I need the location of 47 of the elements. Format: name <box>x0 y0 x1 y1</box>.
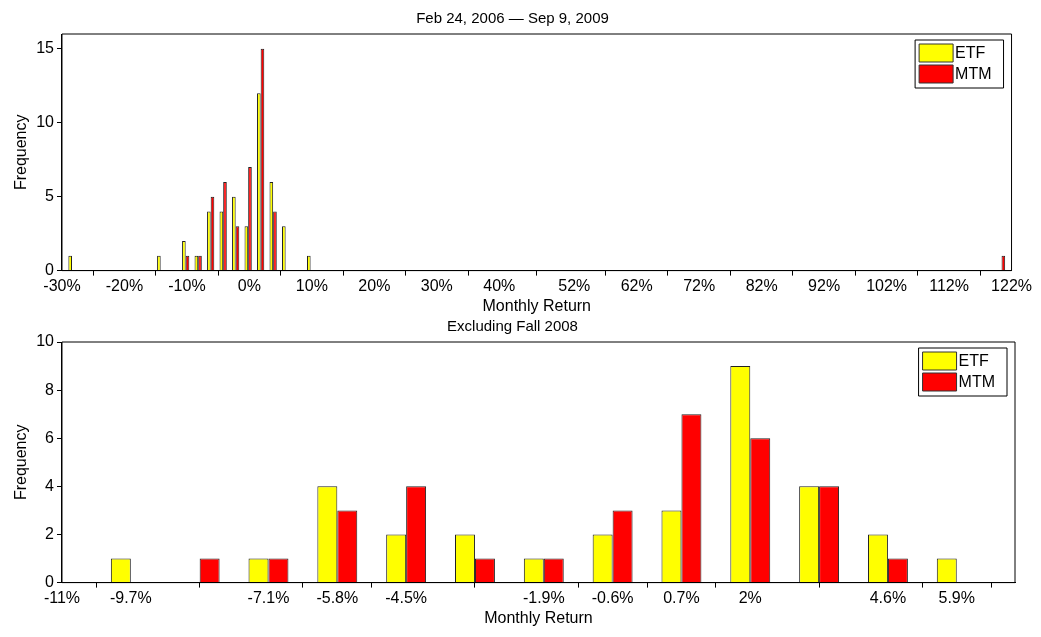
legend-label: ETF <box>958 351 990 369</box>
x-tick-label: 72% <box>683 276 716 294</box>
legend-label: MTM <box>958 372 996 390</box>
y-axis-title: Frequency <box>12 114 30 191</box>
x-tick-label: -4.5% <box>385 588 428 606</box>
y-tick-label: 15 <box>36 39 55 57</box>
y-tick-label: 10 <box>36 332 55 350</box>
legend-label: MTM <box>955 64 992 82</box>
x-tick-label: -0.6% <box>591 588 634 606</box>
x-tick-label: -5.8% <box>316 588 359 606</box>
x-tick-label: 82% <box>745 276 778 294</box>
x-tick-label: 112% <box>929 276 969 294</box>
x-tick-label: -30% <box>43 276 81 294</box>
x-tick-label: -9.7% <box>109 588 152 606</box>
chart-title: Excluding Fall 2008 <box>447 317 578 335</box>
x-tick-label: 52% <box>558 276 591 294</box>
x-tick-label: 62% <box>620 276 653 294</box>
x-tick-label: 10% <box>295 276 328 294</box>
y-tick-label: 6 <box>45 428 55 446</box>
x-tick-label: -10% <box>168 276 206 294</box>
chart-title: Feb 24, 2006 — Sep 9, 2009 <box>416 9 609 27</box>
y-axis-title: Frequency <box>12 424 30 501</box>
y-tick-label: 2 <box>45 524 55 542</box>
y-tick-label: 0 <box>45 573 55 591</box>
y-tick-label: 10 <box>36 113 55 131</box>
x-tick-label: 2% <box>738 588 762 606</box>
x-tick-label: 0.7% <box>663 588 700 606</box>
x-tick-label: 40% <box>483 276 516 294</box>
x-axis-title: Monthly Return <box>482 296 592 314</box>
legend-label: ETF <box>955 43 986 61</box>
y-tick-label: 8 <box>45 380 55 398</box>
x-tick-label: 5.9% <box>938 588 975 606</box>
x-tick-label: 122% <box>991 276 1032 294</box>
x-tick-label: 0% <box>237 276 261 294</box>
x-tick-label: 20% <box>358 276 391 294</box>
x-tick-label: 102% <box>866 276 908 294</box>
x-tick-label: -7.1% <box>247 588 290 606</box>
y-tick-label: 5 <box>45 187 55 205</box>
y-tick-label: 0 <box>45 261 55 279</box>
x-tick-label: 4.6% <box>869 588 907 606</box>
x-tick-label: 92% <box>808 276 841 294</box>
x-tick-label: -1.9% <box>522 588 565 606</box>
y-tick-label: 4 <box>45 476 55 494</box>
x-tick-label: -20% <box>105 276 144 294</box>
x-axis-title: Monthly Return <box>484 608 593 626</box>
x-tick-label: 30% <box>420 276 453 294</box>
x-tick-label: -11% <box>43 588 81 606</box>
